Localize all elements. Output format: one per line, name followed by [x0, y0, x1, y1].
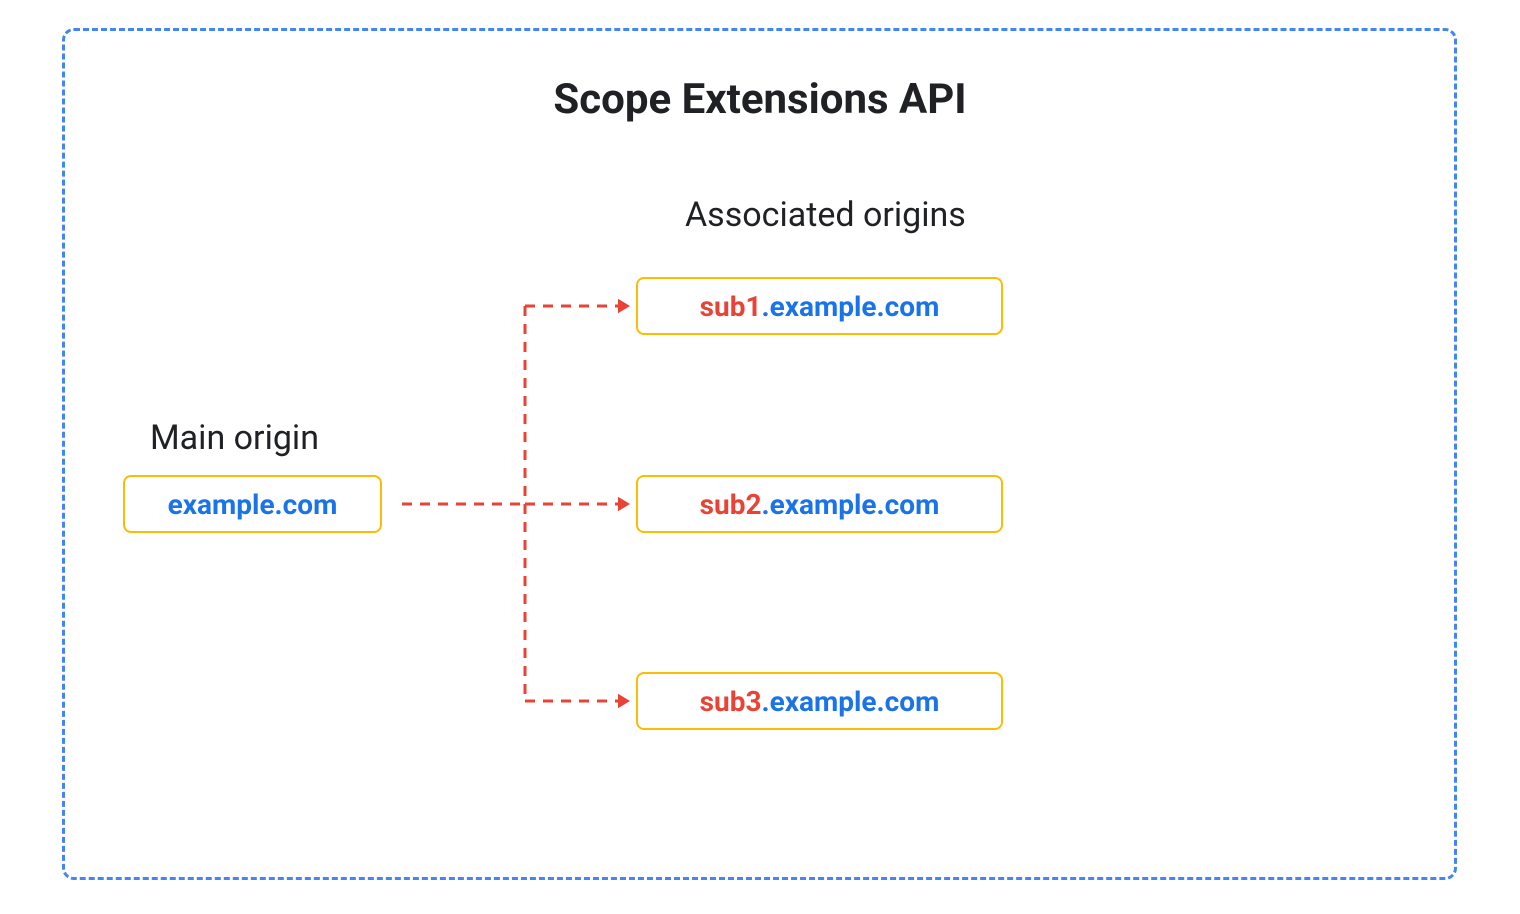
associated-origin-3-subdomain: sub3 [700, 685, 762, 718]
associated-origin-box-1: sub1.example.com [636, 277, 1003, 335]
main-origin-label: Main origin [150, 418, 319, 458]
associated-origin-1-subdomain: sub1 [700, 290, 762, 323]
diagram-title: Scope Extensions API [0, 75, 1520, 124]
associated-origin-1-domain: .example.com [762, 290, 940, 323]
associated-origins-label: Associated origins [685, 195, 966, 235]
associated-origin-box-2: sub2.example.com [636, 475, 1003, 533]
associated-origin-box-3: sub3.example.com [636, 672, 1003, 730]
associated-origin-2-subdomain: sub2 [700, 488, 762, 521]
associated-origin-2-domain: .example.com [762, 488, 940, 521]
associated-origin-3-domain: .example.com [762, 685, 940, 718]
main-origin-box: example.com [123, 475, 382, 533]
main-origin-domain: example.com [168, 488, 338, 521]
